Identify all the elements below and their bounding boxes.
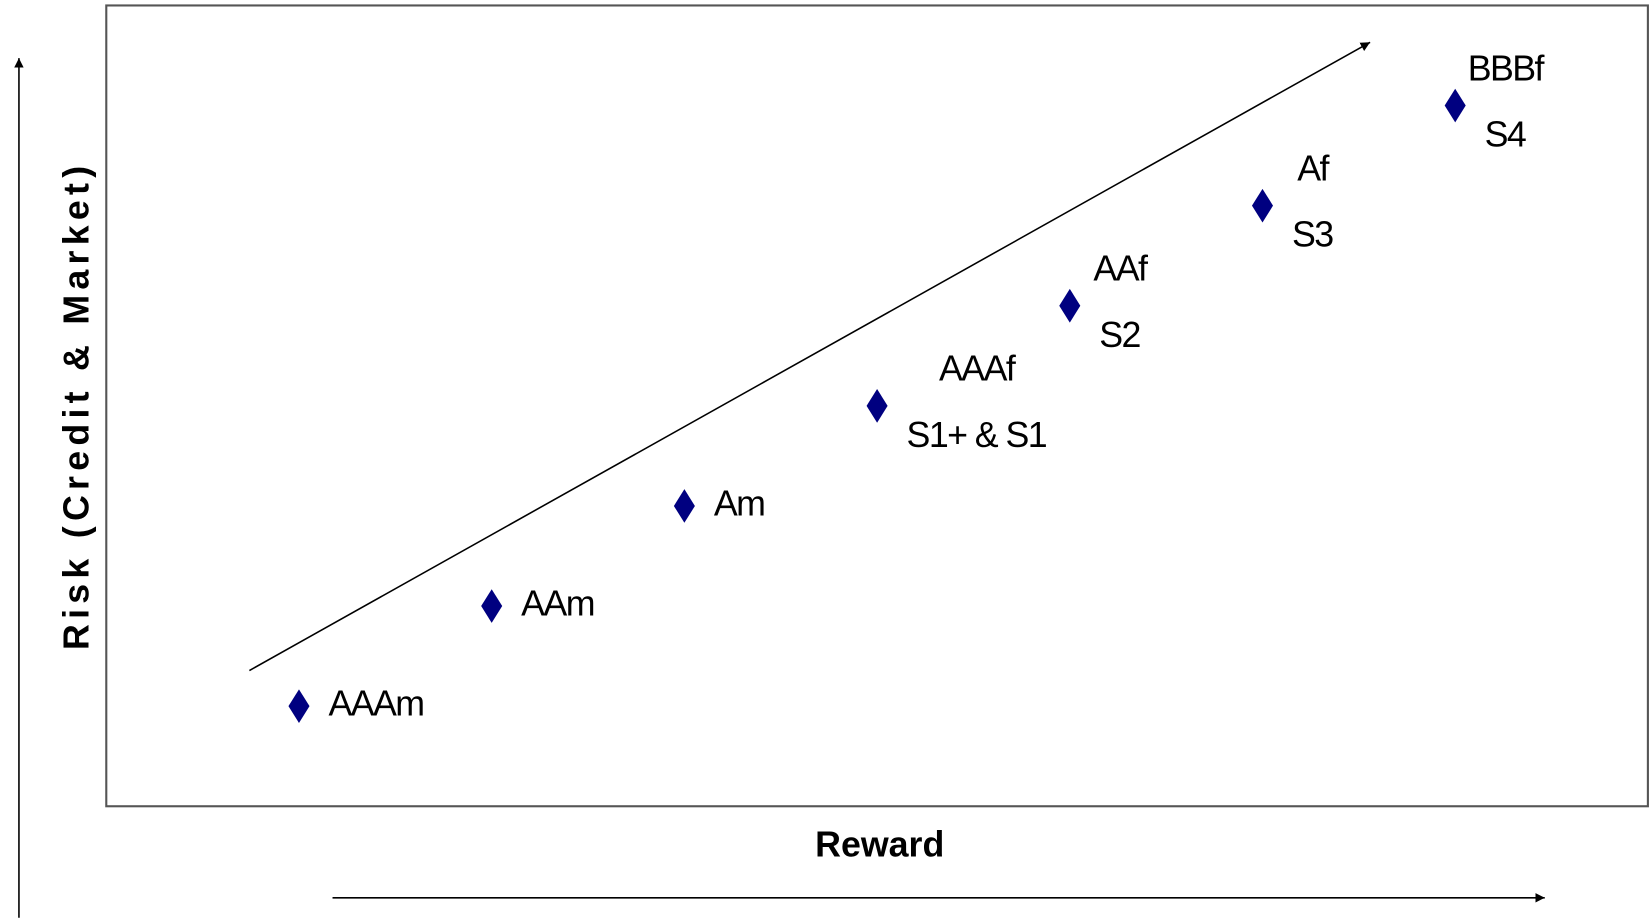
point-label: AAAm: [328, 684, 423, 724]
trend-arrow: [249, 41, 1371, 672]
point-label: S3: [1292, 215, 1333, 255]
point: [481, 589, 503, 623]
point-label: Am: [714, 483, 765, 523]
point: [866, 389, 888, 423]
x-axis-label: Reward: [815, 825, 944, 865]
point-label: AAm: [521, 584, 594, 624]
point-label: BBBf: [1468, 48, 1545, 88]
point-label: S1+ & S1: [907, 415, 1047, 455]
plot-frame: [105, 4, 1649, 808]
point-label: S4: [1485, 115, 1526, 155]
point: [1444, 88, 1466, 123]
point: [1251, 188, 1274, 223]
point-label: Af: [1297, 148, 1329, 188]
point-label: AAf: [1093, 248, 1148, 288]
point: [673, 489, 695, 523]
point-label: S2: [1099, 315, 1140, 355]
y-axis-label: Risk (Credit & Market): [56, 161, 96, 650]
point-label: AAAf: [939, 349, 1016, 389]
point: [1059, 288, 1081, 323]
point: [288, 689, 310, 723]
